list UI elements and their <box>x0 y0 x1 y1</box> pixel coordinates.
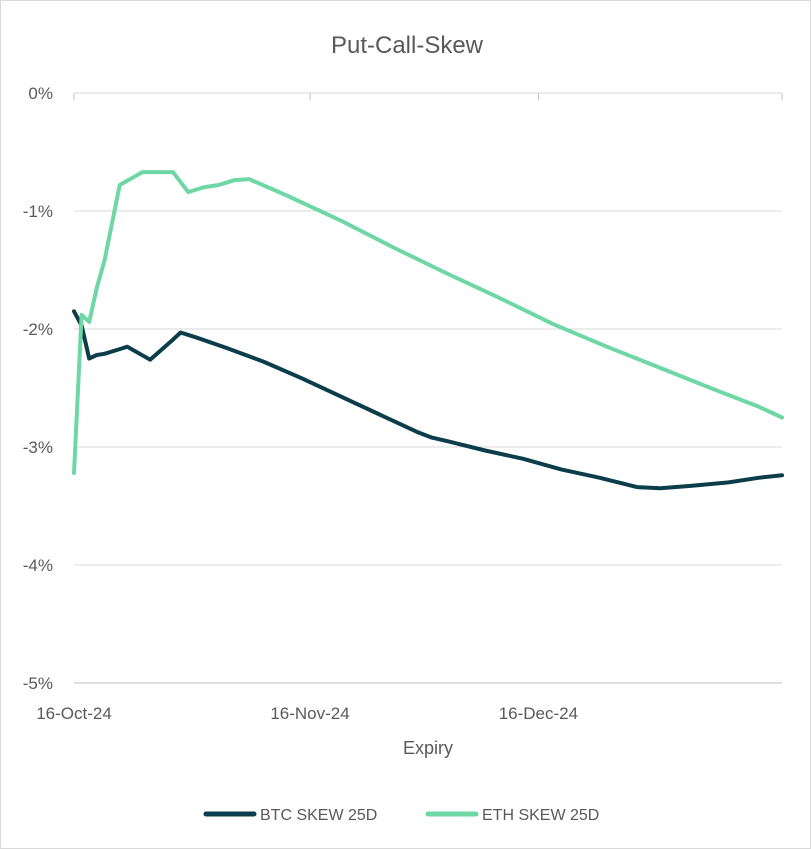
x-tick-label: 16-Oct-24 <box>36 704 112 723</box>
y-tick-label: -2% <box>23 320 53 339</box>
legend-label-btc-skew-25d: BTC SKEW 25D <box>260 807 377 824</box>
y-tick-label: -1% <box>23 202 53 221</box>
x-axis: 16-Oct-24 16-Nov-24 16-Dec-24 <box>36 93 783 723</box>
y-tick-label: -4% <box>23 556 53 575</box>
chart-title: Put-Call-Skew <box>331 32 484 59</box>
series-lines <box>72 170 784 491</box>
y-axis-tick-labels: 0% -1% -2% -3% -4% -5% <box>23 84 53 693</box>
x-tick-label: 16-Nov-24 <box>270 704 349 723</box>
x-tick-label: 16-Dec-24 <box>499 704 578 723</box>
y-tick-label: -5% <box>23 674 53 693</box>
series-line-eth-skew-25d <box>72 170 784 475</box>
x-axis-title: Expiry <box>403 738 453 758</box>
legend: BTC SKEW 25D ETH SKEW 25D <box>203 807 599 824</box>
y-tick-label: 0% <box>28 84 53 103</box>
gridlines <box>74 92 782 684</box>
y-tick-label: -3% <box>23 438 53 457</box>
series-line-btc-skew-25d <box>72 309 784 491</box>
legend-label-eth-skew-25d: ETH SKEW 25D <box>482 807 599 824</box>
